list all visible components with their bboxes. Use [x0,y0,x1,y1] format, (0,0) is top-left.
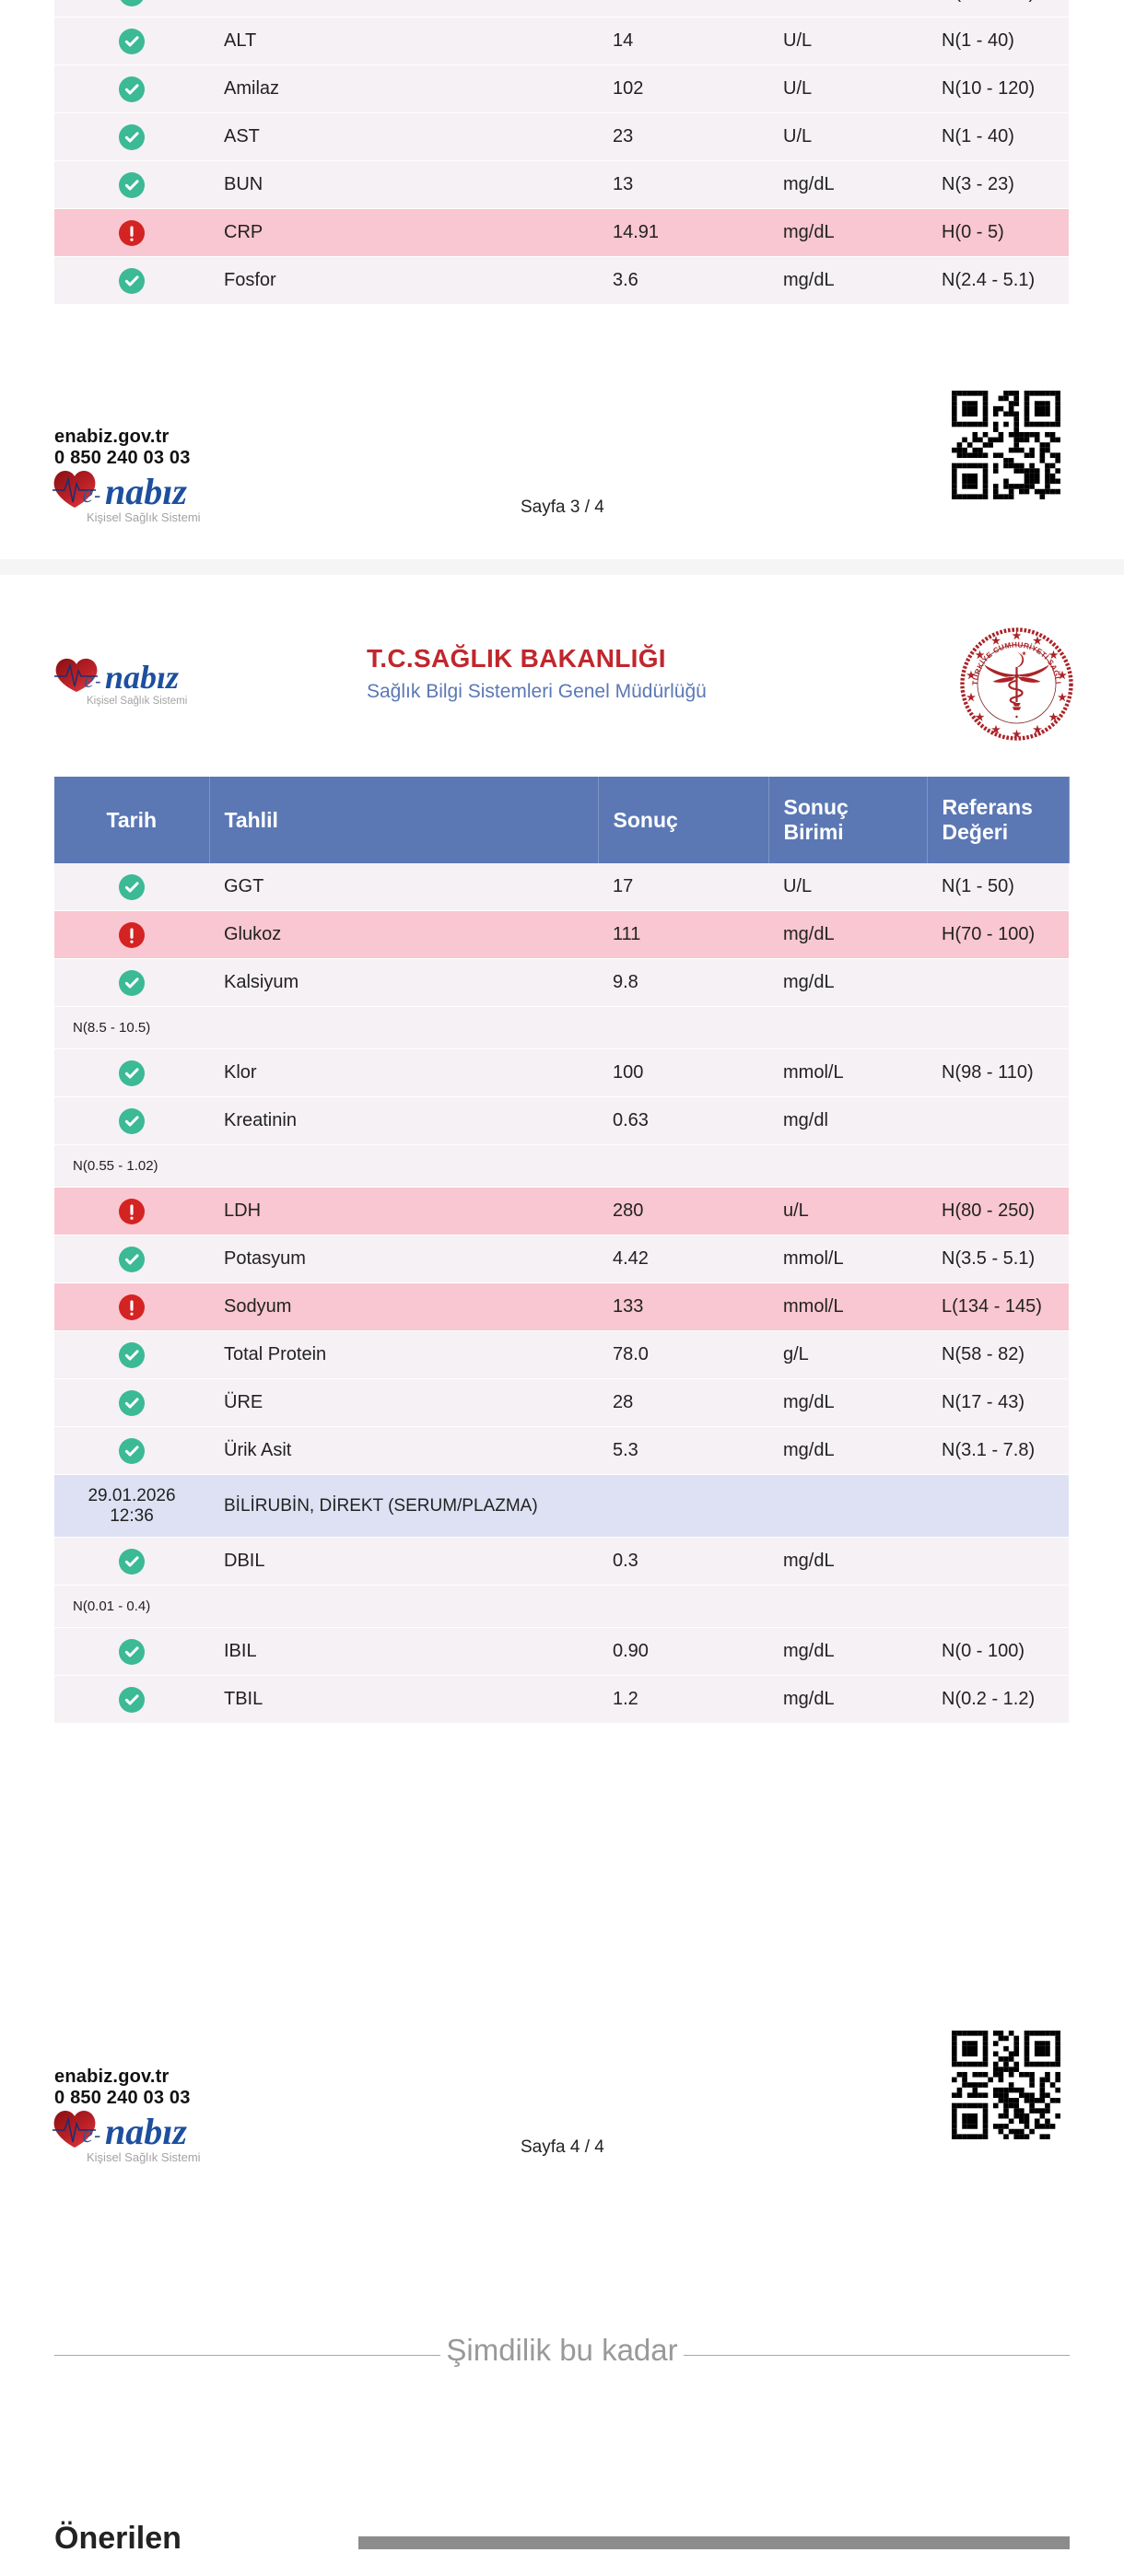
svg-text:-: - [94,2124,100,2147]
svg-text:Kişisel Sağlık Sistemi: Kişisel Sağlık Sistemi [87,2150,201,2164]
svg-text:nabız: nabız [105,2111,187,2152]
svg-text:nabız: nabız [105,659,179,696]
svg-text:e: e [82,480,93,508]
svg-text:e: e [82,2120,93,2148]
svg-text:TÜRKİYE CUMHURİYETİ SAĞLIK BAK: TÜRKİYE CUMHURİYETİ SAĞLIK BAKANLIĞI [960,627,1062,685]
svg-text:nabız: nabız [105,471,187,512]
svg-text:e: e [84,669,94,693]
svg-text:-: - [94,484,100,507]
svg-text:Kişisel Sağlık Sistemi: Kişisel Sağlık Sistemi [87,696,187,707]
svg-text:Kişisel Sağlık Sistemi: Kişisel Sağlık Sistemi [87,510,201,524]
svg-text:-: - [95,672,101,692]
